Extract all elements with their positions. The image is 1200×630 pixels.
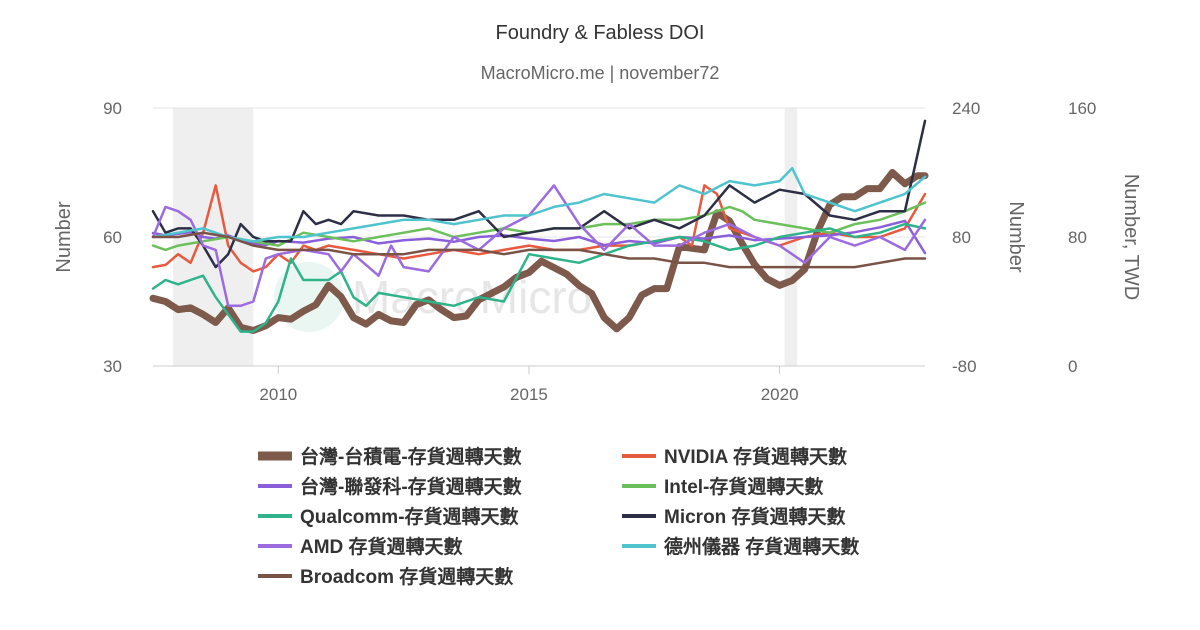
axis-right: 160 80 0 Number, TWD <box>1068 99 1142 376</box>
series-line <box>151 222 927 333</box>
watermark-text: MacroMicro <box>352 271 592 323</box>
axis-tick-label: 90 <box>103 99 122 118</box>
axis-title: Number <box>53 201 75 272</box>
axis-tick-label: 30 <box>103 357 122 376</box>
chart-subtitle: MacroMicro.me | november72 <box>481 63 720 83</box>
x-tick-label: 2020 <box>761 385 799 404</box>
legend-label: 德州儀器 存貨週轉天數 <box>664 535 859 558</box>
legend-label: AMD 存貨週轉天數 <box>300 535 463 558</box>
axis-x: 2010 2015 2020 <box>259 366 799 404</box>
axis-tick-label: 60 <box>103 228 122 247</box>
series-line <box>151 231 927 269</box>
axis-tick-label: 80 <box>1068 228 1087 247</box>
axis-tick-label: 240 <box>952 99 980 118</box>
series-lines <box>149 119 929 334</box>
axis-title: Number, TWD <box>1120 174 1142 300</box>
legend-item[interactable]: AMD 存貨週轉天數 <box>258 535 463 558</box>
x-tick-label: 2010 <box>259 385 297 404</box>
legend-item[interactable]: 台灣-台積電-存貨週轉天數 <box>258 445 522 468</box>
legend-label: Micron 存貨週轉天數 <box>664 505 846 528</box>
legend-label: Qualcomm-存貨週轉天數 <box>300 505 519 528</box>
legend-item[interactable]: Micron 存貨週轉天數 <box>622 505 846 528</box>
series-line <box>151 166 927 243</box>
legend-item[interactable]: Broadcom 存貨週轉天數 <box>258 565 513 588</box>
legend-item[interactable]: 台灣-聯發科-存貨週轉天數 <box>258 475 522 498</box>
legend-item[interactable]: NVIDIA 存貨週轉天數 <box>622 445 847 468</box>
series-line <box>149 169 929 334</box>
legend-item[interactable]: Intel-存貨週轉天數 <box>622 475 823 498</box>
series-line <box>151 201 927 252</box>
legend-label: Intel-存貨週轉天數 <box>664 475 823 498</box>
legend-item[interactable]: 德州儀器 存貨週轉天數 <box>622 535 859 558</box>
series-line <box>151 219 927 255</box>
legend-label: 台灣-台積電-存貨週轉天數 <box>300 445 522 468</box>
axis-tick-label: -80 <box>952 357 977 376</box>
axis-title: Number <box>1005 201 1027 272</box>
legend-label: Broadcom 存貨週轉天數 <box>300 565 513 588</box>
series-line <box>151 184 927 308</box>
axis-tick-label: 0 <box>1068 357 1077 376</box>
axis-left: 90 60 30 Number <box>53 99 122 376</box>
legend-item[interactable]: Qualcomm-存貨週轉天數 <box>258 505 519 528</box>
legend-label: NVIDIA 存貨週轉天數 <box>664 445 847 468</box>
axis-tick-label: 160 <box>1068 99 1096 118</box>
axis-tick-label: 80 <box>952 228 971 247</box>
chart-title: Foundry & Fabless DOI <box>496 22 705 44</box>
legend-label: 台灣-聯發科-存貨週轉天數 <box>300 475 522 498</box>
axis-middle: 240 80 -80 Number <box>952 99 1027 376</box>
x-tick-label: 2015 <box>510 385 548 404</box>
